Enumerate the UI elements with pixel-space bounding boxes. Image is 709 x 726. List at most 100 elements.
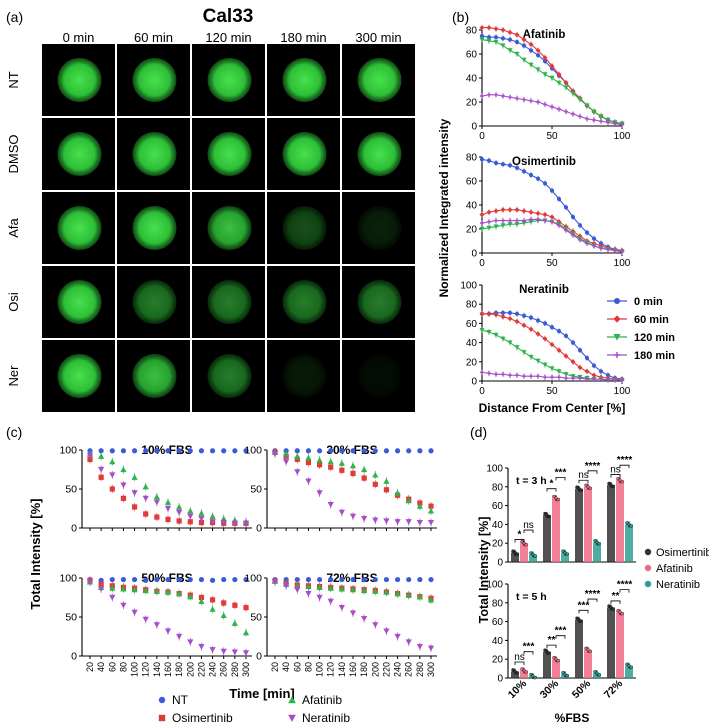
- data-point: [221, 600, 227, 606]
- x-tick-label: 30%: [538, 677, 562, 701]
- data-point: [479, 25, 485, 31]
- replicate-dot: [515, 552, 519, 556]
- data-point: [549, 188, 555, 193]
- data-point: [327, 585, 334, 591]
- bar: [552, 659, 560, 678]
- data-point: [556, 107, 562, 112]
- data-point: [556, 196, 562, 202]
- cell-spheroid: [207, 280, 252, 324]
- significance-label: **: [612, 591, 620, 602]
- data-point: [176, 448, 182, 454]
- replicate-dot: [588, 486, 592, 490]
- y-tick-label: 100: [59, 445, 77, 457]
- data-point: [305, 448, 312, 454]
- data-point: [349, 462, 357, 469]
- data-point: [577, 376, 583, 381]
- data-point: [507, 29, 513, 35]
- data-point: [500, 43, 506, 49]
- data-point: [584, 116, 590, 121]
- legend-label: Osimertinib: [656, 547, 709, 559]
- bar: [607, 607, 615, 678]
- data-point: [570, 359, 576, 365]
- data-point: [394, 489, 401, 496]
- data-point: [176, 503, 183, 510]
- data-point: [109, 472, 116, 479]
- cell-spheroid: [132, 280, 177, 324]
- data-point: [176, 509, 183, 516]
- data-point: [577, 223, 583, 228]
- data-point: [294, 576, 300, 583]
- data-point: [598, 376, 604, 382]
- data-point: [361, 466, 368, 473]
- data-point: [327, 502, 334, 508]
- data-point: [316, 457, 323, 463]
- data-point: [493, 92, 499, 97]
- data-point: [479, 226, 485, 232]
- data-point: [514, 373, 520, 378]
- y-tick-label: 60: [492, 501, 504, 512]
- data-point: [350, 448, 356, 454]
- y-tick-label: 40: [492, 520, 504, 531]
- x-tick-label: 260: [404, 662, 414, 677]
- data-point: [153, 588, 160, 594]
- data-point: [176, 590, 183, 597]
- significance-label: ***: [555, 626, 567, 637]
- data-point: [349, 586, 357, 593]
- x-tick-label: 100: [614, 131, 631, 142]
- data-point: [507, 316, 513, 322]
- x-tick-label: 280: [230, 662, 240, 677]
- data-point: [338, 605, 345, 611]
- data-point: [528, 172, 534, 178]
- data-point: [372, 481, 378, 487]
- replicate-dot: [565, 552, 569, 556]
- y-axis-label: Normalized Integrated intensity: [437, 118, 451, 297]
- data-point: [535, 358, 541, 364]
- data-point: [142, 495, 149, 502]
- data-point: [521, 57, 527, 63]
- data-point: [493, 208, 499, 214]
- data-point: [327, 598, 334, 605]
- data-point: [232, 576, 238, 583]
- data-point: [417, 576, 423, 583]
- x-tick-label: 10%: [506, 677, 530, 701]
- data-point: [327, 458, 334, 465]
- data-point: [549, 75, 555, 81]
- data-point: [372, 448, 378, 454]
- data-point: [486, 35, 492, 40]
- x-tick-label: 140: [152, 662, 162, 677]
- data-point: [535, 99, 541, 105]
- data-point: [220, 612, 227, 619]
- data-point: [328, 448, 334, 454]
- legend-label: 180 min: [634, 350, 675, 362]
- data-point: [486, 329, 492, 335]
- data-point: [164, 505, 172, 512]
- bar: [529, 554, 537, 562]
- data-point: [556, 328, 562, 334]
- data-point: [294, 469, 301, 475]
- data-point: [577, 237, 583, 242]
- data-point: [598, 369, 604, 374]
- cell-spheroid: [57, 206, 102, 250]
- data-point: [514, 207, 520, 213]
- data-point: [563, 376, 569, 381]
- data-point: [591, 243, 597, 248]
- cell-spheroid: [282, 280, 327, 324]
- data-point: [549, 366, 555, 372]
- data-point: [542, 59, 548, 64]
- data-point: [316, 448, 323, 454]
- data-point: [232, 448, 238, 454]
- x-tick-label: 240: [208, 662, 218, 677]
- data-point: [361, 615, 368, 622]
- data-point: [417, 448, 423, 454]
- data-point: [305, 459, 312, 466]
- y-tick-label: 0: [256, 651, 262, 663]
- legend-marker: [644, 548, 652, 556]
- data-point: [164, 499, 172, 505]
- data-point: [535, 176, 541, 181]
- significance-label: ***: [555, 467, 567, 478]
- legend-marker: [158, 714, 166, 722]
- data-point: [383, 448, 390, 454]
- data-point: [361, 475, 367, 481]
